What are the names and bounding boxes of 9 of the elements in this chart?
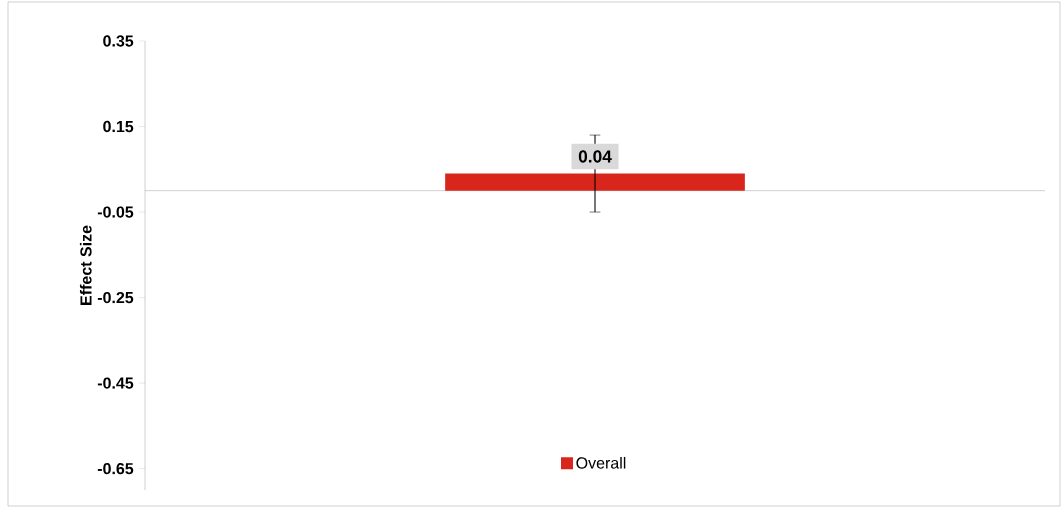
y-axis-title: Effect Size: [79, 225, 92, 305]
y-tick-label: 0.15: [103, 120, 134, 133]
legend-label: Overall: [576, 456, 626, 469]
data-label: 0.04: [578, 150, 612, 163]
y-tick-label: -0.05: [97, 206, 134, 218]
y-tick-label: 0.35: [103, 35, 134, 47]
y-tick-label: -0.45: [97, 377, 134, 389]
y-tick-label: -0.25: [97, 291, 134, 304]
y-tick-label: -0.65: [97, 462, 134, 475]
